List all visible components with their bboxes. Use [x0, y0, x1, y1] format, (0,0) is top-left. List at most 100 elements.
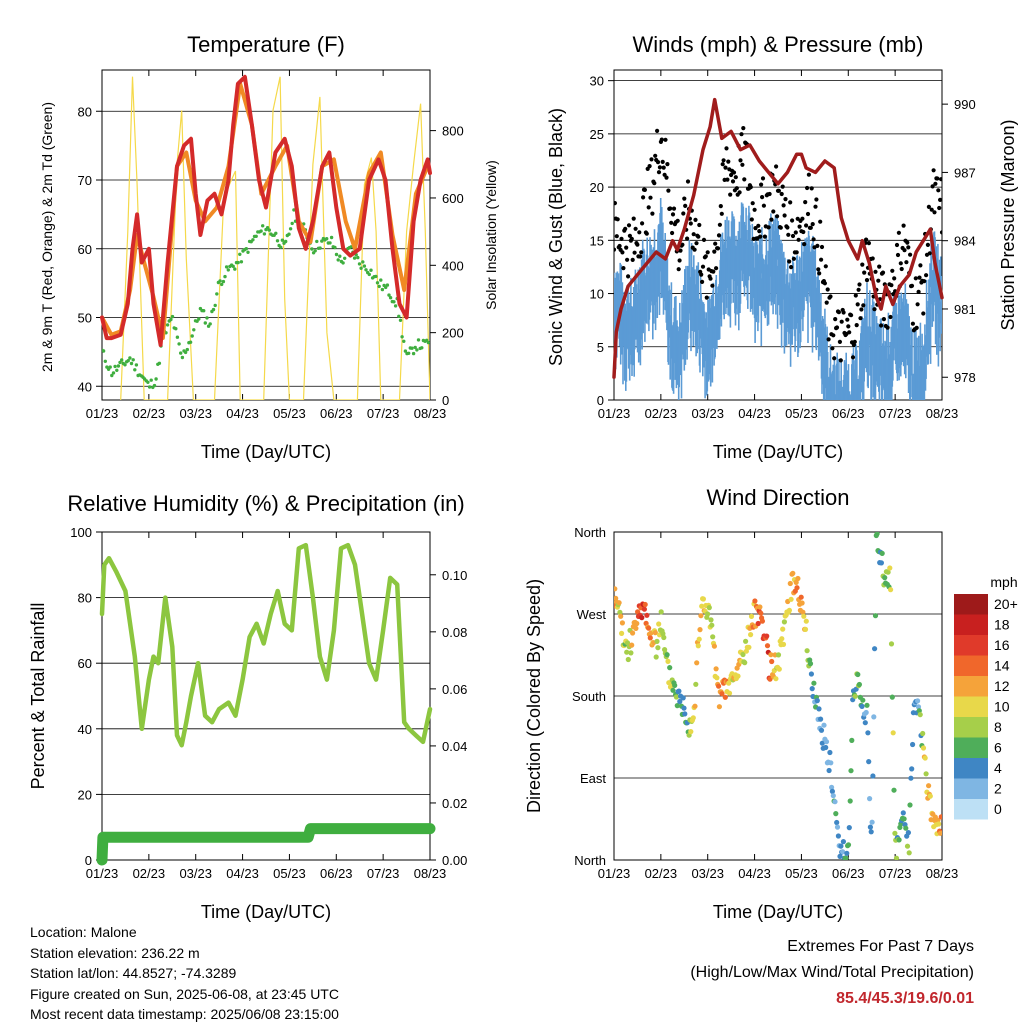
direction-point: [892, 830, 898, 836]
dewpoint-point: [233, 267, 237, 271]
direction-point: [641, 606, 648, 612]
direction-xtick-label: 06/23: [832, 866, 865, 881]
direction-point: [664, 652, 670, 658]
temperature-ytick-right-label: 400: [442, 258, 464, 273]
gust-point: [663, 137, 668, 142]
dewpoint-point: [280, 238, 285, 242]
dewpoint-point: [325, 237, 329, 241]
direction-point: [882, 575, 888, 581]
gust-point: [832, 356, 837, 361]
gust-point: [785, 225, 790, 230]
dewpoint-point: [197, 317, 201, 321]
dewpoint-point: [413, 345, 417, 350]
direction-point: [863, 709, 869, 716]
direction-point: [888, 587, 894, 593]
dewpoint-point: [275, 239, 280, 243]
direction-point: [735, 673, 741, 679]
dewpoint-point: [108, 365, 112, 369]
direction-point: [652, 630, 658, 636]
gust-point: [659, 137, 664, 142]
direction-point: [903, 825, 909, 831]
direction-point: [658, 609, 664, 615]
humidity-ytick-right-label: 0.10: [442, 568, 467, 583]
gust-point: [697, 222, 702, 228]
dewpoint-point: [329, 235, 334, 240]
direction-point: [798, 594, 804, 600]
gust-point: [910, 321, 916, 326]
gust-point: [866, 241, 872, 246]
humidity-ytick-label: 80: [78, 591, 92, 606]
direction-point: [780, 641, 787, 648]
dewpoint-point: [361, 260, 365, 264]
direction-point: [901, 816, 907, 822]
gust-point: [615, 217, 620, 222]
direction-point: [619, 620, 626, 626]
direction-point: [705, 611, 711, 617]
dewpoint-point: [313, 249, 317, 253]
gust-point: [614, 234, 619, 239]
direction-point: [871, 714, 877, 720]
gust-point: [776, 188, 782, 193]
gust-point: [918, 263, 923, 268]
gust-point: [936, 188, 941, 193]
direction-point: [670, 687, 676, 693]
direction-point: [864, 702, 870, 708]
temperature-ylabel-right: Solar Insolation (Yellow): [483, 160, 499, 310]
humidity-ytick-label: 0: [85, 853, 92, 868]
gust-point: [939, 177, 942, 182]
direction-point: [923, 771, 929, 777]
gust-point: [691, 232, 696, 237]
temperature-xtick-label: 01/23: [86, 406, 119, 421]
direction-point: [617, 609, 623, 616]
gust-point: [704, 295, 709, 300]
gust-point: [917, 275, 922, 280]
direction-point: [814, 698, 820, 704]
winds-xtick-label: 08/23: [926, 406, 959, 421]
dewpoint-point: [420, 346, 424, 350]
gust-point: [839, 319, 844, 324]
direction-point: [828, 760, 834, 766]
gust-point: [916, 289, 921, 294]
direction-point: [746, 644, 752, 650]
gust-point: [819, 244, 825, 250]
gust-point: [881, 317, 887, 322]
direction-point: [888, 641, 895, 647]
direction-point: [661, 634, 667, 641]
gust-point: [771, 209, 776, 214]
gust-point: [635, 242, 640, 247]
direction-point: [926, 783, 932, 789]
gust-point: [710, 283, 715, 288]
legend-swatch: [954, 758, 988, 779]
direction-point: [829, 788, 836, 795]
dewpoint-point: [254, 234, 258, 238]
winds-ytick-label: 20: [590, 180, 604, 195]
dewpoint-point: [415, 348, 419, 352]
gust-point: [864, 278, 870, 283]
gust-point: [656, 170, 662, 175]
plots-layer: 01/23 02/23 03/23 04/23 05/23 06/23 07/23 08/23…: [70, 69, 1018, 881]
direction-point: [830, 793, 836, 799]
direction-point: [713, 666, 719, 672]
gust-point: [818, 219, 823, 224]
gust-point: [692, 247, 697, 252]
gust-point: [902, 248, 907, 253]
gust-point: [694, 241, 699, 246]
direction-point: [834, 819, 840, 826]
gust-point: [862, 270, 867, 275]
direction-point: [780, 626, 786, 632]
temperature-xtick-label: 04/23: [226, 406, 259, 421]
gust-point: [819, 257, 824, 262]
gust-point: [906, 245, 911, 250]
direction-point: [799, 600, 805, 606]
winds-xtick-label: 02/23: [645, 406, 678, 421]
gust-point: [614, 247, 617, 252]
direction-point: [885, 569, 891, 575]
humidity-xtick-label: 04/23: [226, 866, 259, 881]
gust-point: [647, 164, 652, 169]
gust-point: [849, 313, 854, 318]
dewpoint-point: [154, 377, 158, 381]
dewpoint-point: [131, 358, 135, 362]
gust-point: [915, 302, 920, 307]
gust-point: [939, 230, 942, 235]
temperature-ytick-right-label: 800: [442, 124, 464, 139]
